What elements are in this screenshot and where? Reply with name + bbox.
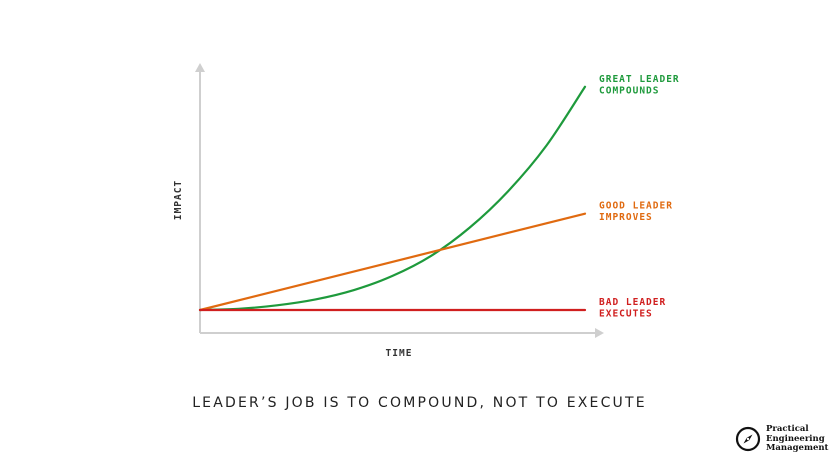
- y-axis-arrow: [195, 63, 205, 72]
- good-leader-label: GOOD LEADER: [599, 201, 673, 212]
- logo-line: Practical: [766, 424, 809, 434]
- x-axis-label: TIME: [386, 348, 413, 359]
- great-leader-label: GREAT LEADER: [599, 74, 680, 85]
- bad-leader-label: EXECUTES: [599, 309, 653, 320]
- bad-leader-label: BAD LEADER: [599, 297, 666, 308]
- good-leader-label: IMPROVES: [599, 212, 653, 223]
- logo-line: Management: [766, 443, 829, 453]
- good-leader-line: [198, 212, 587, 312]
- x-axis-arrow: [595, 328, 604, 338]
- logo: Practical Engineering Management: [735, 424, 829, 454]
- axes: TIME IMPACT: [173, 63, 604, 359]
- great-leader-line: [198, 85, 587, 312]
- y-axis-label: IMPACT: [173, 180, 184, 220]
- great-leader-label: COMPOUNDS: [599, 85, 659, 96]
- logo-text: Practical Engineering Management: [766, 424, 829, 454]
- series-layer: [198, 85, 587, 312]
- logo-line: Engineering: [766, 433, 825, 444]
- chart-caption: LEADER’S JOB IS TO COMPOUND, NOT TO EXEC…: [192, 395, 647, 411]
- compass-icon: [735, 427, 761, 452]
